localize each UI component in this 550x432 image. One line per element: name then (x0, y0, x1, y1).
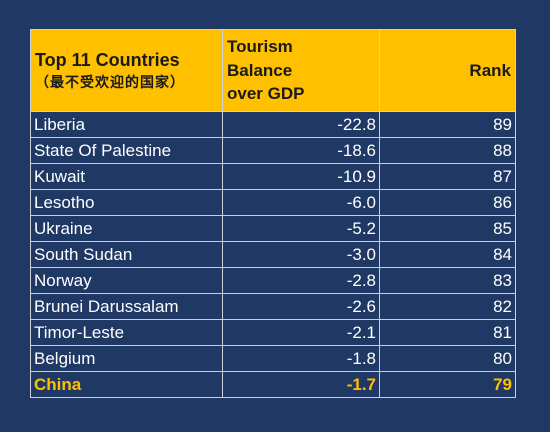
country-cell: Belgium (30, 345, 223, 372)
ranking-table: Top 11 Countries （最不受欢迎的国家） Tourism Bala… (30, 29, 516, 398)
country-cell: Liberia (30, 111, 223, 138)
rank-cell: 81 (379, 319, 516, 346)
header-country: Top 11 Countries （最不受欢迎的国家） (30, 29, 223, 112)
country-cell: South Sudan (30, 241, 223, 268)
country-cell: Ukraine (30, 215, 223, 242)
rank-cell: 84 (379, 241, 516, 268)
balance-cell: -18.6 (222, 137, 380, 164)
rank-cell: 87 (379, 163, 516, 190)
balance-cell: -5.2 (222, 215, 380, 242)
header-metric-line-1: Tourism (227, 36, 293, 56)
table-row: Liberia -22.8 89 (30, 111, 516, 138)
table-row: State Of Palestine -18.6 88 (30, 137, 516, 164)
rank-cell: 88 (379, 137, 516, 164)
balance-cell: -2.1 (222, 319, 380, 346)
rank-cell: 80 (379, 345, 516, 372)
country-cell: Norway (30, 267, 223, 294)
rank-cell: 83 (379, 267, 516, 294)
rank-cell: 79 (379, 371, 516, 398)
table-row: Timor-Leste -2.1 81 (30, 319, 516, 346)
header-country-subtitle: （最不受欢迎的国家） (35, 74, 185, 91)
header-metric-line-2: Balance (227, 60, 293, 80)
rank-cell: 89 (379, 111, 516, 138)
rank-cell: 82 (379, 293, 516, 320)
table-row: Lesotho -6.0 86 (30, 189, 516, 216)
country-cell: Brunei Darussalam (30, 293, 223, 320)
balance-cell: -1.8 (222, 345, 380, 372)
table-row: Brunei Darussalam -2.6 82 (30, 293, 516, 320)
rank-cell: 85 (379, 215, 516, 242)
header-metric-line-3: over GDP (227, 84, 305, 104)
country-cell: Kuwait (30, 163, 223, 190)
country-cell: Lesotho (30, 189, 223, 216)
header-tourism-balance: Tourism Balance over GDP (222, 29, 380, 112)
balance-cell: -2.6 (222, 293, 380, 320)
table-row: China -1.7 79 (30, 371, 516, 398)
table-row: Belgium -1.8 80 (30, 345, 516, 372)
header-rank: Rank (379, 29, 516, 112)
rank-cell: 86 (379, 189, 516, 216)
table-row: Kuwait -10.9 87 (30, 163, 516, 190)
country-cell: State Of Palestine (30, 137, 223, 164)
balance-cell: -10.9 (222, 163, 380, 190)
country-cell: China (30, 371, 223, 398)
table-row: Ukraine -5.2 85 (30, 215, 516, 242)
balance-cell: -6.0 (222, 189, 380, 216)
balance-cell: -2.8 (222, 267, 380, 294)
balance-cell: -3.0 (222, 241, 380, 268)
country-cell: Timor-Leste (30, 319, 223, 346)
table-row: South Sudan -3.0 84 (30, 241, 516, 268)
balance-cell: -22.8 (222, 111, 380, 138)
table-row: Norway -2.8 83 (30, 267, 516, 294)
table-header-row: Top 11 Countries （最不受欢迎的国家） Tourism Bala… (30, 29, 516, 112)
balance-cell: -1.7 (222, 371, 380, 398)
header-country-title: Top 11 Countries (35, 50, 180, 71)
table-body: Liberia -22.8 89 State Of Palestine -18.6 88 K… (30, 111, 516, 398)
